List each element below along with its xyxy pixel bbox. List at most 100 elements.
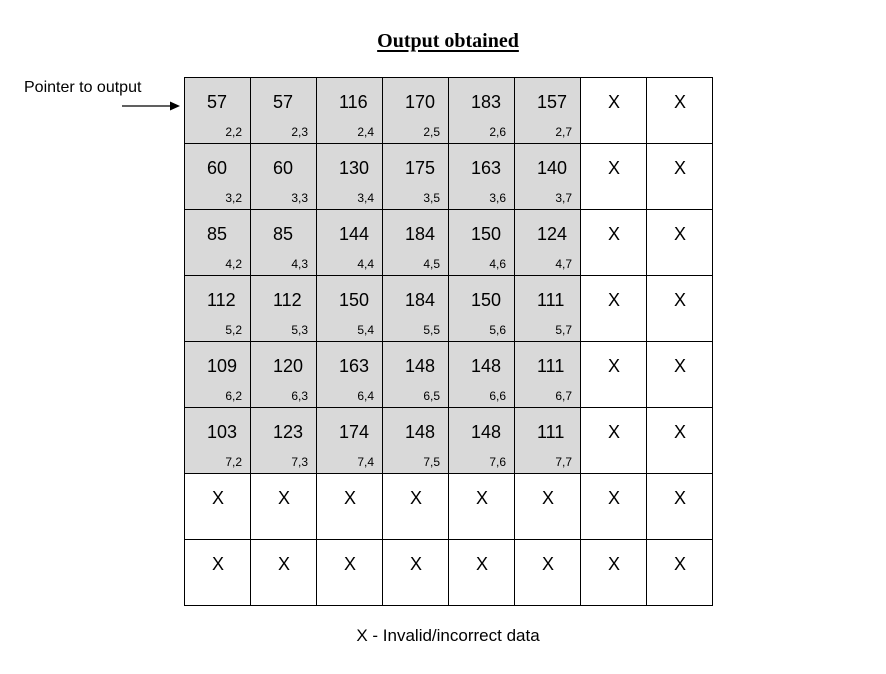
grid-cell-invalid: X	[647, 144, 713, 210]
cell-value: 144	[339, 224, 370, 244]
grid-cell: 163 3,6	[449, 144, 515, 210]
grid-cell: 109 6,2	[185, 342, 251, 408]
cell-value: 140	[537, 158, 568, 178]
legend-note: X - Invalid/incorrect data	[356, 626, 540, 645]
diagram-title: Output obtained	[377, 30, 519, 52]
grid-cell: 148 6,6	[449, 342, 515, 408]
cell-value: X	[277, 554, 290, 574]
cell-value: X	[607, 356, 620, 376]
grid-cell: 148 7,5	[383, 408, 449, 474]
cell-value: X	[673, 356, 686, 376]
cell-index: 6,6	[489, 389, 506, 403]
cell-value: 175	[405, 158, 436, 178]
cell-value: 184	[405, 290, 436, 310]
cell-index: 4,7	[555, 257, 572, 271]
grid-cell-invalid: X	[647, 474, 713, 540]
cell-index: 7,3	[291, 455, 308, 469]
cell-index: 4,2	[225, 257, 242, 271]
cell-value: 148	[471, 356, 502, 376]
output-grid: 57 2,2 57 2,3 116 2,4 170 2,5 183 2,6 157 2,7 X X 60 3,…	[184, 77, 713, 606]
cell-value: X	[607, 488, 620, 508]
cell-index: 2,7	[555, 125, 572, 139]
cell-value: 148	[471, 422, 502, 442]
grid-cell: 150 5,6	[449, 276, 515, 342]
grid-cell-invalid: X	[581, 210, 647, 276]
grid-cell: 111 7,7	[515, 408, 581, 474]
cell-value: X	[211, 488, 224, 508]
grid-cell: 148 6,5	[383, 342, 449, 408]
grid-cell: 111 5,7	[515, 276, 581, 342]
grid-cell: 111 6,7	[515, 342, 581, 408]
cell-index: 2,6	[489, 125, 506, 139]
grid-cell: 148 7,6	[449, 408, 515, 474]
cell-value: 111	[537, 290, 565, 310]
cell-value: 111	[537, 356, 565, 376]
grid-cell-invalid: X	[251, 474, 317, 540]
cell-value: X	[541, 554, 554, 574]
cell-value: 183	[471, 92, 502, 112]
cell-value: 163	[339, 356, 370, 376]
grid-cell-invalid: X	[647, 78, 713, 144]
cell-index: 6,3	[291, 389, 308, 403]
cell-value: X	[673, 422, 686, 442]
grid-cell: 157 2,7	[515, 78, 581, 144]
grid-cell-invalid: X	[317, 540, 383, 606]
cell-value: 130	[339, 158, 370, 178]
cell-value: X	[211, 554, 224, 574]
cell-value: 60	[207, 158, 228, 178]
grid-cell: 85 4,3	[251, 210, 317, 276]
cell-index: 2,4	[357, 125, 374, 139]
pointer-arrow-icon	[122, 101, 180, 111]
cell-index: 6,7	[555, 389, 572, 403]
cell-index: 7,5	[423, 455, 440, 469]
grid-cell-invalid: X	[185, 474, 251, 540]
grid-cell-invalid: X	[383, 540, 449, 606]
grid-cell: 116 2,4	[317, 78, 383, 144]
cell-index: 5,5	[423, 323, 440, 337]
cell-value: X	[475, 488, 488, 508]
grid-cell: 123 7,3	[251, 408, 317, 474]
cell-value: X	[343, 554, 356, 574]
grid-cell: 85 4,2	[185, 210, 251, 276]
grid-cell: 183 2,6	[449, 78, 515, 144]
grid-cell-invalid: X	[581, 540, 647, 606]
grid-cell: 174 7,4	[317, 408, 383, 474]
cell-index: 5,3	[291, 323, 308, 337]
grid-cell: 60 3,3	[251, 144, 317, 210]
cell-value: 184	[405, 224, 436, 244]
cell-value: X	[673, 224, 686, 244]
cell-value: X	[607, 554, 620, 574]
cell-value: X	[541, 488, 554, 508]
cell-value: 111	[537, 422, 565, 442]
grid-cell-invalid: X	[449, 540, 515, 606]
cell-value: 163	[471, 158, 502, 178]
cell-index: 7,7	[555, 455, 572, 469]
grid-cell-invalid: X	[515, 540, 581, 606]
cell-index: 5,4	[357, 323, 374, 337]
cell-value: 57	[207, 92, 228, 112]
cell-index: 4,6	[489, 257, 506, 271]
cell-value: 85	[273, 224, 294, 244]
cell-value: 148	[405, 422, 436, 442]
cell-index: 3,4	[357, 191, 374, 205]
grid-cell-invalid: X	[185, 540, 251, 606]
grid-cell-invalid: X	[647, 408, 713, 474]
grid-cell-invalid: X	[581, 144, 647, 210]
cell-value: 109	[207, 356, 238, 376]
grid-cell: 57 2,3	[251, 78, 317, 144]
cell-index: 4,4	[357, 257, 374, 271]
cell-value: X	[673, 488, 686, 508]
cell-index: 6,5	[423, 389, 440, 403]
cell-value: 57	[273, 92, 294, 112]
cell-value: 150	[471, 290, 502, 310]
grid-cell: 170 2,5	[383, 78, 449, 144]
cell-value: X	[277, 488, 290, 508]
cell-index: 5,2	[225, 323, 242, 337]
cell-index: 7,4	[357, 455, 374, 469]
cell-value: 124	[537, 224, 568, 244]
grid-cell: 124 4,7	[515, 210, 581, 276]
cell-value: 170	[405, 92, 436, 112]
cell-value: X	[409, 554, 422, 574]
cell-value: X	[673, 158, 686, 178]
grid-cell: 150 4,6	[449, 210, 515, 276]
